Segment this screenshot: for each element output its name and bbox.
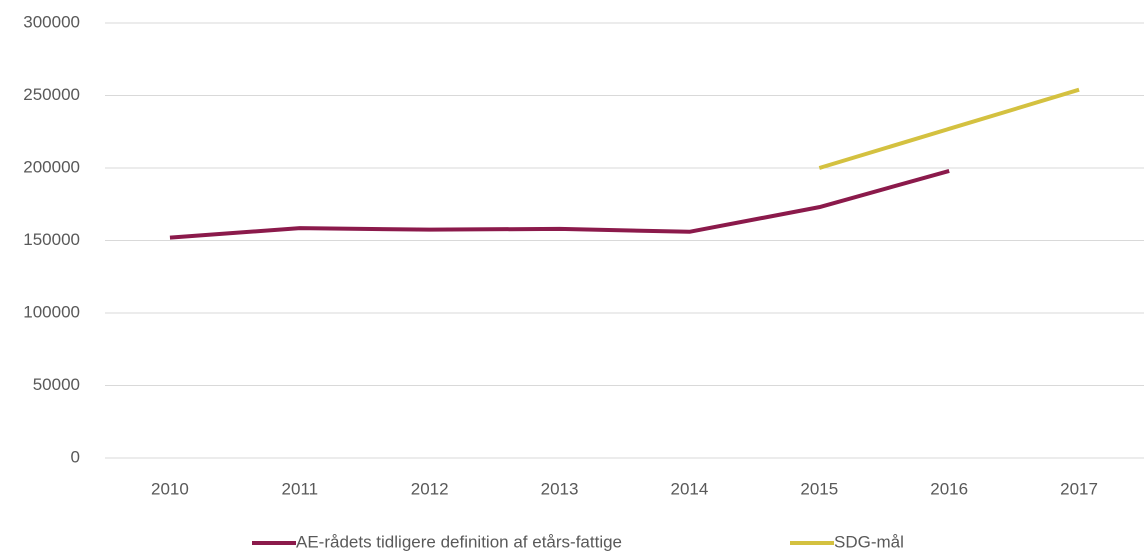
legend-label: AE-rådets tidligere definition af etårs-… [296,532,622,551]
x-tick-label: 2012 [411,479,449,498]
x-tick-label: 2013 [541,479,579,498]
legend-label: SDG-mål [834,532,904,551]
x-tick-label: 2015 [800,479,838,498]
x-tick-label: 2016 [930,479,968,498]
y-tick-label: 250000 [23,85,80,104]
y-tick-label: 200000 [23,157,80,176]
y-tick-label: 50000 [33,375,80,394]
y-tick-label: 0 [71,447,80,466]
line-series [818,87,1080,170]
y-tick-label: 300000 [23,12,80,31]
y-tick-label: 150000 [23,230,80,249]
x-tick-label: 2011 [282,479,319,498]
line-series [169,168,950,240]
x-tick-label: 2017 [1060,479,1098,498]
x-tick-label: 2010 [151,479,189,498]
y-tick-label: 100000 [23,302,80,321]
x-tick-label: 2014 [671,479,709,498]
